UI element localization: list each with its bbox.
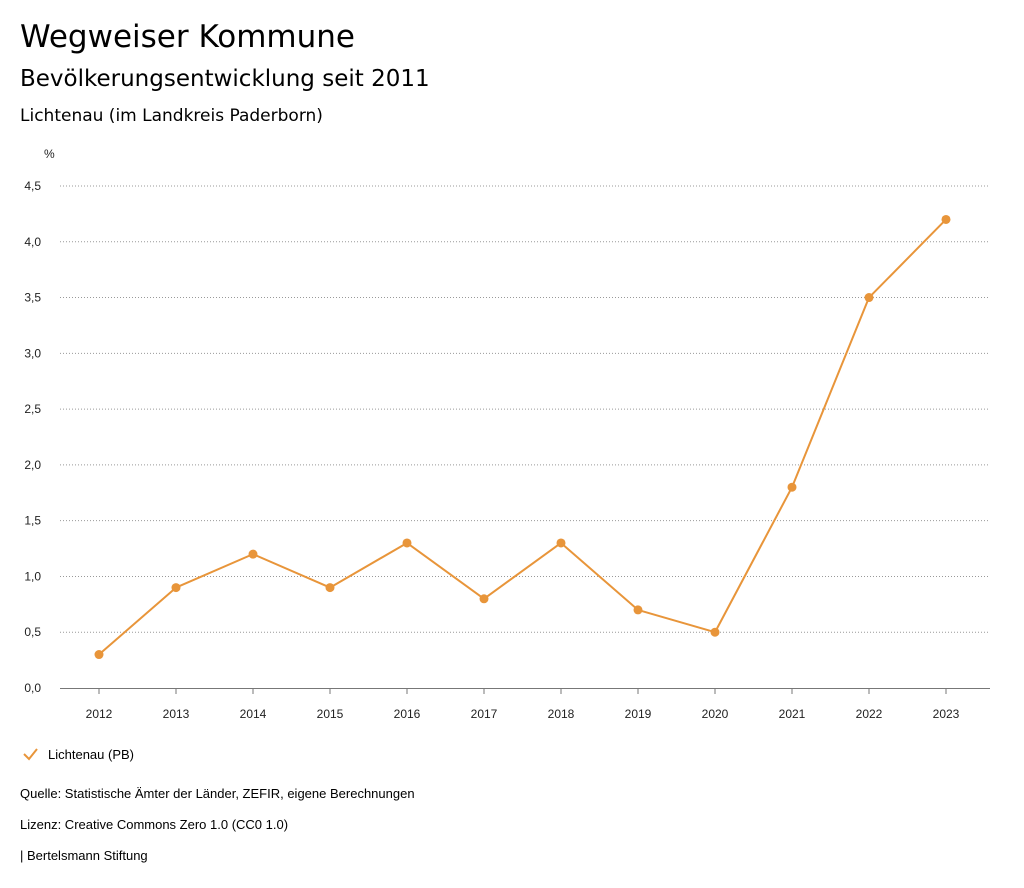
x-tick-label: 2017 <box>471 707 498 721</box>
license-note: Lizenz: Creative Commons Zero 1.0 (CC0 1… <box>20 817 289 832</box>
data-point[interactable] <box>325 583 335 593</box>
y-tick-label: 0,5 <box>24 625 41 639</box>
data-point[interactable] <box>171 583 181 593</box>
chart-subtitle: Bevölkerungsentwicklung seit 2011 <box>20 66 430 92</box>
legend[interactable]: Lichtenau (PB) <box>20 744 134 764</box>
x-tick-label: 2020 <box>702 707 729 721</box>
y-tick-label: 1,0 <box>24 569 41 583</box>
x-tick-label: 2015 <box>317 707 344 721</box>
legend-label: Lichtenau (PB) <box>48 746 134 762</box>
data-point[interactable] <box>556 538 566 548</box>
series-line <box>98 218 947 656</box>
data-point[interactable] <box>864 293 874 303</box>
y-tick-label: 2,5 <box>24 402 41 416</box>
grid-lines <box>60 185 990 633</box>
x-tick-label: 2013 <box>163 707 190 721</box>
x-axis: 2012 2013 2014 2015 2016 2017 2018 2019 2020 2021… <box>60 688 990 721</box>
data-point[interactable] <box>787 482 797 492</box>
data-point[interactable] <box>941 214 951 224</box>
x-tick-label: 2019 <box>625 707 652 721</box>
y-axis-unit-label: % <box>44 147 55 161</box>
y-tick-label: 4,0 <box>24 235 41 249</box>
region-label: Lichtenau (im Landkreis Paderborn) <box>20 106 323 126</box>
series-lichtenau <box>94 214 951 660</box>
publisher-note: | Bertelsmann Stiftung <box>20 848 148 863</box>
x-tick-label: 2018 <box>548 707 575 721</box>
data-point[interactable] <box>248 549 258 559</box>
x-tick-label: 2014 <box>240 707 267 721</box>
x-tick-label: 2023 <box>933 707 960 721</box>
x-tick-label: 2022 <box>856 707 883 721</box>
line-chart: % 0,00,51,01,52,02,53,03,54,04,5 2012 201… <box>24 147 990 721</box>
data-point[interactable] <box>479 594 489 604</box>
y-tick-label: 3,0 <box>24 346 41 360</box>
data-point[interactable] <box>633 605 643 615</box>
y-tick-label: 2,0 <box>24 458 41 472</box>
x-tick-label: 2021 <box>779 707 806 721</box>
x-tick-label: 2012 <box>86 707 113 721</box>
data-point[interactable] <box>94 650 104 660</box>
y-tick-label: 0,0 <box>24 681 41 695</box>
source-note: Quelle: Statistische Ämter der Länder, Z… <box>20 786 415 801</box>
data-point[interactable] <box>402 538 412 548</box>
check-icon <box>23 748 38 761</box>
x-tick-label: 2016 <box>394 707 421 721</box>
y-tick-label: 3,5 <box>24 291 41 305</box>
y-tick-label: 4,5 <box>24 179 41 193</box>
y-axis-ticks: 0,0 0,5 1,0 1,5 2,0 2,5 3,0 3,5 4,0 4,5 <box>24 179 41 695</box>
page-title: Wegweiser Kommune <box>20 19 355 55</box>
data-point[interactable] <box>710 627 720 637</box>
y-tick-label: 1,5 <box>24 514 41 528</box>
